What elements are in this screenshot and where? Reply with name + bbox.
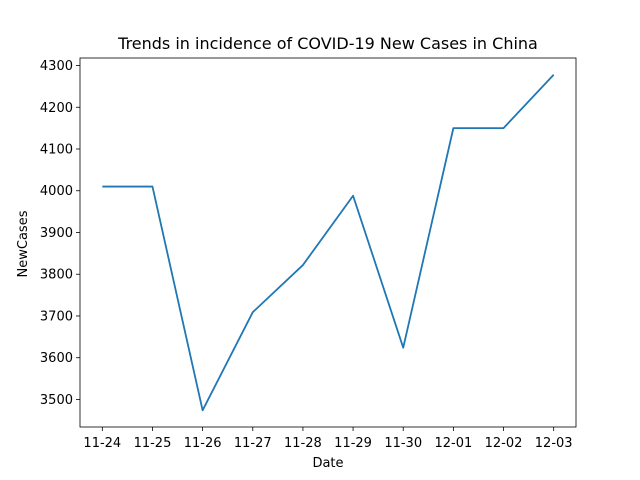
series-line bbox=[102, 74, 555, 412]
x-axis-label: Date bbox=[312, 456, 343, 471]
y-tick-label: 4100 bbox=[40, 142, 73, 157]
x-tick-label: 11-26 bbox=[184, 436, 222, 451]
y-tick-label: 3900 bbox=[40, 226, 73, 241]
y-tick-label: 4000 bbox=[40, 184, 73, 199]
x-tick-label: 11-27 bbox=[234, 436, 272, 451]
x-tick-label: 12-03 bbox=[535, 436, 573, 451]
plot-frame bbox=[79, 57, 577, 428]
y-tick-label: 3600 bbox=[40, 351, 73, 366]
x-tick-label: 11-30 bbox=[384, 436, 422, 451]
x-tick-label: 11-24 bbox=[83, 436, 121, 451]
x-tick-label: 11-25 bbox=[134, 436, 172, 451]
x-tick-label: 12-01 bbox=[434, 436, 472, 451]
x-tick-label: 11-29 bbox=[334, 436, 372, 451]
x-tick-label: 12-02 bbox=[485, 436, 523, 451]
y-tick-label: 3800 bbox=[40, 268, 73, 283]
chart-title: Trends in incidence of COVID-19 New Case… bbox=[117, 34, 538, 53]
y-tick-label: 4300 bbox=[40, 59, 73, 74]
y-tick-label: 3700 bbox=[40, 309, 73, 324]
x-tick-label: 11-28 bbox=[284, 436, 322, 451]
y-tick-label: 3500 bbox=[40, 393, 73, 408]
y-axis: 3500 3600 3700 3800 3900 4000 4100 4200 4300 bbox=[40, 59, 80, 408]
x-axis: 11-24 11-25 11-26 11-27 11-28 11-29 11-30 12-01… bbox=[83, 427, 573, 451]
plot-area bbox=[79, 57, 577, 428]
y-axis-label: NewCases bbox=[16, 210, 31, 277]
series-layer bbox=[102, 74, 555, 412]
y-tick-label: 4200 bbox=[40, 101, 73, 116]
